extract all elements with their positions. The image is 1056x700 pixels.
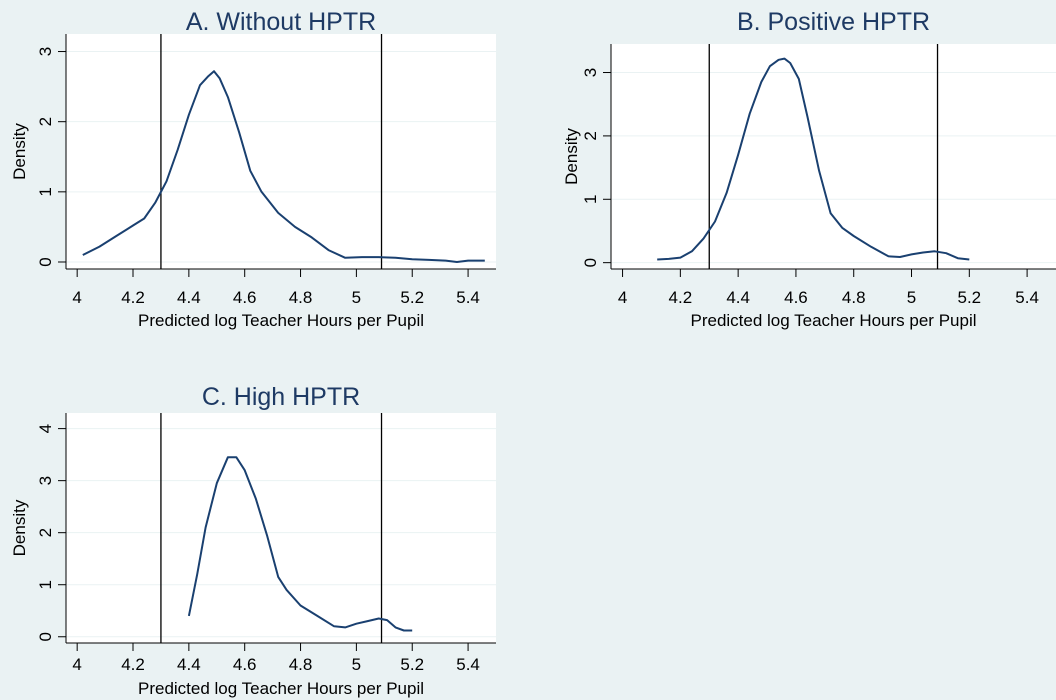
y-tick-label: 2 <box>581 131 600 140</box>
x-tick-label: 4.2 <box>121 288 145 307</box>
x-tick-label: 4 <box>72 655 81 674</box>
plot-area <box>66 413 496 643</box>
x-tick-label: 5 <box>907 288 916 307</box>
y-axis-label: Density <box>10 499 29 556</box>
x-tick-label: 4.8 <box>842 288 866 307</box>
x-axis-label: Predicted log Teacher Hours per Pupil <box>690 311 976 330</box>
y-tick-label: 3 <box>581 68 600 77</box>
chart-panel-2: 0 1 2 3 4 4.2 4.4 4.6 4.8 5 5.2 5.4 B. Positive HPTR… <box>562 8 1056 330</box>
x-tick-label: 4 <box>72 288 81 307</box>
x-tick-label: 5.2 <box>400 655 424 674</box>
y-tick-label: 1 <box>36 580 55 589</box>
y-tick-label: 3 <box>36 47 55 56</box>
x-tick-label: 5 <box>352 288 361 307</box>
x-tick-label: 5.4 <box>1015 288 1039 307</box>
y-tick-label: 0 <box>36 257 55 266</box>
x-tick-label: 4 <box>618 288 627 307</box>
x-tick-label: 4.6 <box>784 288 808 307</box>
y-axis-label: Density <box>10 123 29 180</box>
x-tick-label: 4.8 <box>289 655 313 674</box>
y-tick-label: 0 <box>36 632 55 641</box>
x-tick-label: 5 <box>352 655 361 674</box>
x-axis-label: Predicted log Teacher Hours per Pupil <box>138 679 424 698</box>
y-axis-label: Density <box>562 128 581 185</box>
x-tick-label: 5.2 <box>957 288 981 307</box>
plot-area <box>66 34 496 269</box>
x-tick-label: 4.8 <box>289 288 313 307</box>
y-tick-label: 0 <box>581 258 600 267</box>
density-line <box>187 456 413 632</box>
density-line <box>657 57 970 261</box>
density-line <box>82 70 485 263</box>
y-tick-label: 1 <box>581 195 600 204</box>
chart-title: B. Positive HPTR <box>737 8 930 36</box>
x-tick-label: 4.4 <box>726 288 750 307</box>
x-tick-label: 4.2 <box>669 288 693 307</box>
x-tick-label: 5.2 <box>400 288 424 307</box>
plot-area <box>611 44 1056 269</box>
chart-panel-3: 0 1 2 3 4 4 4.2 4.4 4.6 4.8 5 5.2 5.4 C. High HPTR Pre… <box>10 383 496 698</box>
y-tick-label: 2 <box>36 117 55 126</box>
x-tick-label: 4.4 <box>177 288 201 307</box>
y-tick-label: 2 <box>36 528 55 537</box>
chart-title: A. Without HPTR <box>186 8 376 36</box>
x-tick-label: 4.4 <box>177 655 201 674</box>
x-tick-label: 4.6 <box>233 655 257 674</box>
x-axis-label: Predicted log Teacher Hours per Pupil <box>138 311 424 330</box>
x-tick-label: 5.4 <box>456 655 480 674</box>
x-tick-label: 4.6 <box>233 288 257 307</box>
x-tick-label: 4.2 <box>121 655 145 674</box>
chart-panel-1: 0 1 2 3 4 4.2 4.4 4.6 4.8 5 5.2 5.4 A. Without HPTR P… <box>10 8 496 330</box>
y-tick-label: 4 <box>36 424 55 433</box>
x-tick-label: 5.4 <box>456 288 480 307</box>
y-tick-label: 1 <box>36 187 55 196</box>
chart-title: C. High HPTR <box>202 383 360 411</box>
y-tick-label: 3 <box>36 476 55 485</box>
